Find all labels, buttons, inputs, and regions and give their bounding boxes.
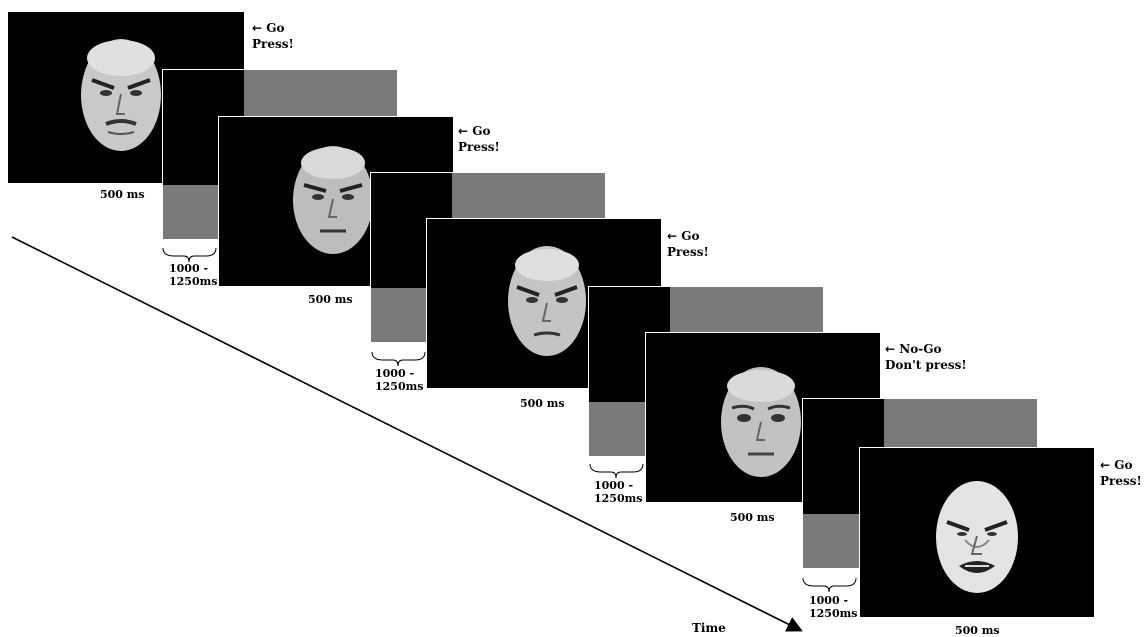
trial-4-duration: 500 ms	[730, 511, 775, 524]
time-arrow-line	[11, 236, 803, 632]
isi-3-label: 1000 - 1250ms	[594, 479, 642, 505]
arrow-left-icon: ←	[458, 124, 469, 138]
arrow-left-icon: ←	[667, 229, 678, 243]
trial-2-duration: 500 ms	[308, 293, 353, 306]
trial-4-instruction: Don't press!	[885, 358, 967, 372]
trial-5-type: Go	[1114, 458, 1133, 472]
isi-1-line2: 1250ms	[169, 275, 218, 288]
isi-4-line1: 1000 -	[809, 594, 849, 607]
trial-5-label: ← Go Press!	[1100, 457, 1142, 489]
trial-3-label: ← Go Press!	[667, 228, 709, 260]
time-label: Time	[692, 621, 726, 635]
isi-1-line1: 1000 -	[169, 262, 209, 275]
trial-2-type: Go	[472, 124, 491, 138]
trial-4-type: No-Go	[899, 342, 942, 356]
isi-4-label: 1000 - 1250ms	[809, 594, 857, 620]
trial-3-type: Go	[681, 229, 700, 243]
trial-1-duration: 500 ms	[100, 188, 145, 201]
face-neutral-female	[721, 367, 801, 477]
trial-2-instruction: Press!	[458, 140, 500, 154]
isi-4-brace	[802, 577, 857, 593]
isi-2-line1: 1000 -	[375, 367, 415, 380]
isi-1-brace	[162, 247, 217, 263]
isi-1-label: 1000 - 1250ms	[169, 262, 217, 288]
face-angry-male-2	[293, 146, 373, 254]
arrow-left-icon: ←	[885, 342, 896, 356]
arrow-left-icon: ←	[252, 21, 263, 35]
isi-3-line1: 1000 -	[594, 479, 634, 492]
face-angry-female	[508, 246, 586, 356]
isi-2-label: 1000 - 1250ms	[375, 367, 423, 393]
isi-3-line2: 1250ms	[594, 492, 643, 505]
trial-3-instruction: Press!	[667, 245, 709, 259]
face-angry-male-1	[81, 39, 161, 151]
trial-5-instruction: Press!	[1100, 474, 1142, 488]
isi-3-brace	[589, 463, 644, 479]
trial-1-label: ← Go Press!	[252, 20, 294, 52]
trial-3-duration: 500 ms	[520, 397, 565, 410]
isi-2-line2: 1250ms	[375, 380, 424, 393]
isi-2-brace	[371, 351, 426, 367]
trial-1-type: Go	[266, 21, 285, 35]
trial-1-instruction: Press!	[252, 37, 294, 51]
arrow-left-icon: ←	[1100, 458, 1111, 472]
trial-4-label: ← No-Go Don't press!	[885, 341, 967, 373]
trial-2-label: ← Go Press!	[458, 123, 500, 155]
trial-5-duration: 500 ms	[955, 624, 1000, 637]
stimulus-frame-5	[859, 447, 1095, 618]
face-angry-female-snarl	[936, 481, 1018, 593]
isi-4-line2: 1250ms	[809, 607, 858, 620]
